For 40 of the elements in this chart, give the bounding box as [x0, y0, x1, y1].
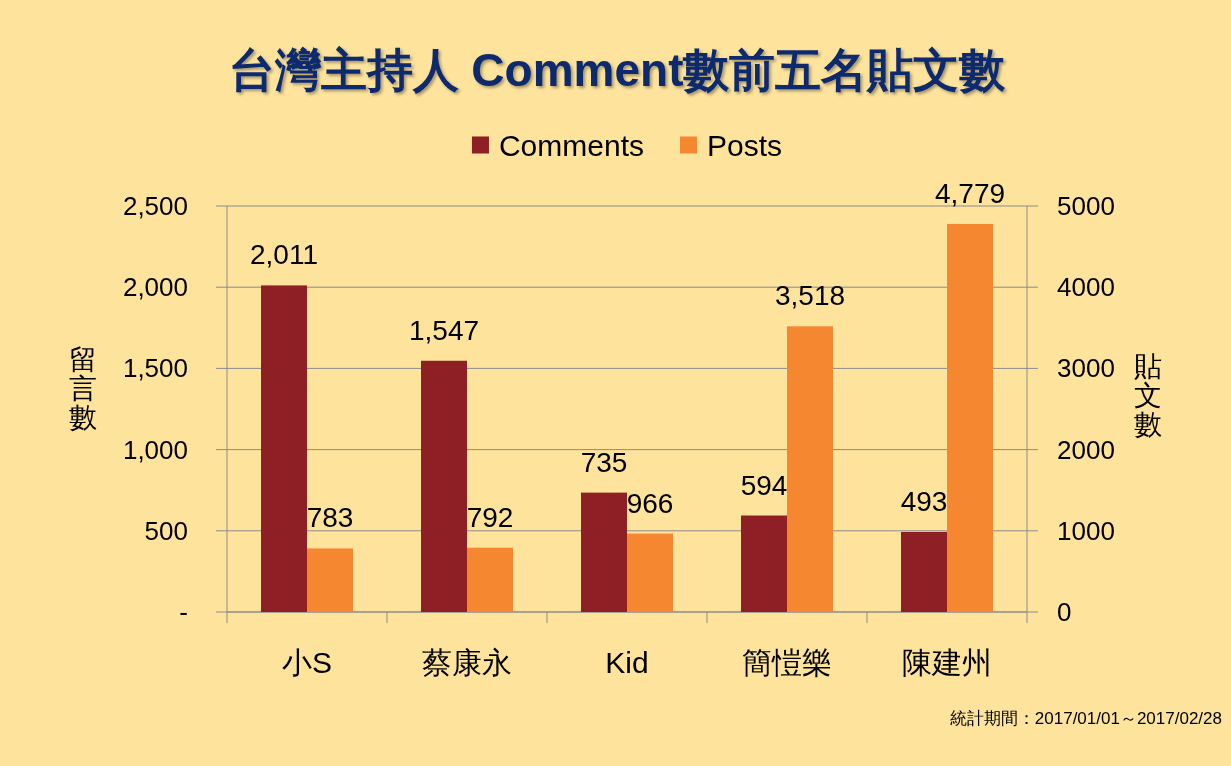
bar	[901, 531, 947, 612]
bar	[467, 547, 513, 612]
data-label: 4,779	[934, 177, 1006, 209]
y-tick-label: 2,500	[122, 191, 188, 221]
y2-tick-label: 1000	[1057, 515, 1115, 546]
y-tick-label: -	[179, 597, 188, 627]
y-tick-label: 1,000	[122, 434, 188, 465]
legend-label: Comments	[498, 128, 645, 162]
bar	[787, 326, 833, 612]
x-tick-label: 陳建州	[902, 646, 992, 679]
y-tick-label: 500	[144, 515, 188, 546]
data-label: 966	[626, 487, 674, 519]
y2-tick-label: 3000	[1057, 353, 1115, 384]
data-label: 792	[466, 501, 514, 533]
bar	[947, 223, 993, 612]
data-label: 2,011	[250, 239, 318, 271]
y-axis-title: 留言數	[69, 343, 97, 433]
data-label: 3,518	[774, 280, 846, 312]
text: 統計期間：2017/01/01～2017/02/28	[949, 709, 1222, 728]
x-tick-label: Kid	[605, 646, 649, 679]
data-label: 783	[306, 502, 354, 534]
x-tick-label: 簡愷樂	[742, 646, 832, 679]
data-label: 594	[740, 469, 788, 501]
y2-tick-label: 0	[1057, 597, 1072, 627]
y2-axis-title: 貼文數	[1134, 350, 1162, 440]
bar	[261, 285, 307, 612]
bar	[421, 360, 467, 612]
legend-label: Posts	[707, 128, 783, 162]
data-label: 735	[580, 446, 628, 478]
y2-tick-label: 4000	[1057, 272, 1115, 303]
y2-tick-label: 2000	[1057, 434, 1115, 465]
y-tick-label: 1,500	[122, 353, 188, 384]
data-label: 493	[900, 485, 948, 517]
y-tick-label: 2,000	[122, 272, 188, 303]
x-tick-label: 小S	[281, 646, 333, 679]
x-tick-label: 蔡康永	[422, 646, 512, 679]
y2-tick-label: 5000	[1057, 191, 1115, 221]
chart-title: 台灣主持人 Comment數前五名貼文數	[228, 44, 1007, 96]
data-label: 1,547	[408, 314, 480, 346]
bar	[307, 548, 353, 612]
